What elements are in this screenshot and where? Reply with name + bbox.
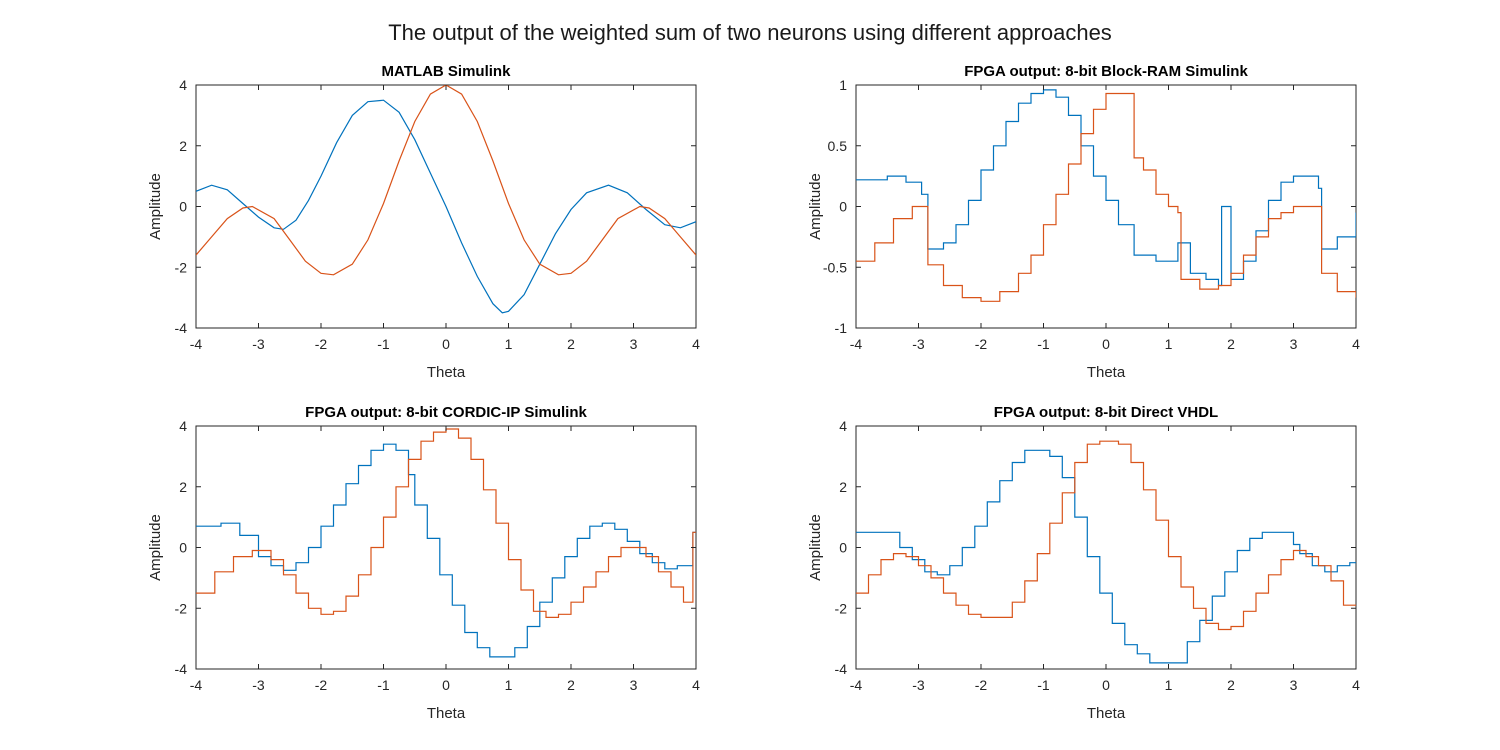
y-tick-label: 4 bbox=[179, 77, 187, 93]
series-1-line bbox=[196, 99, 696, 314]
axes-1: -4 -3 -2 -1 0 1 2 3 4 -4 -2 0 2 4 MATLAB Simulink Theta… bbox=[147, 63, 700, 381]
x-tick-label: 3 bbox=[1290, 677, 1298, 693]
x-tick-label: 0 bbox=[1102, 677, 1110, 693]
x-tick-label: -3 bbox=[252, 677, 265, 693]
y-tick-label: -0.5 bbox=[823, 259, 847, 275]
x-tick-label: 0 bbox=[442, 677, 450, 693]
y-tick-label: -1 bbox=[835, 320, 848, 336]
y-tick-label: -2 bbox=[175, 259, 188, 275]
x-tick-label: -3 bbox=[912, 336, 925, 352]
y-axis-label: Amplitude bbox=[147, 173, 164, 240]
x-tick-label: 2 bbox=[567, 336, 575, 352]
series-2-line bbox=[196, 428, 696, 618]
x-tick-label: 1 bbox=[505, 336, 513, 352]
x-tick-label: -4 bbox=[190, 677, 203, 693]
x-axis-label: Theta bbox=[1087, 705, 1126, 722]
y-tick-label: 2 bbox=[839, 479, 847, 495]
x-axis-label: Theta bbox=[1087, 364, 1126, 381]
x-tick-label: 1 bbox=[1165, 677, 1173, 693]
x-tick-label: 2 bbox=[567, 677, 575, 693]
y-tick-label: 4 bbox=[839, 418, 847, 434]
axes-title: FPGA output: 8-bit CORDIC-IP Simulink bbox=[305, 404, 587, 421]
y-tick-label: 2 bbox=[179, 138, 187, 154]
axes-title: MATLAB Simulink bbox=[382, 63, 512, 80]
y-tick-label: 2 bbox=[179, 479, 187, 495]
x-axis-label: Theta bbox=[427, 705, 466, 722]
x-tick-label: 3 bbox=[630, 677, 638, 693]
series-1-line bbox=[856, 89, 1356, 287]
x-tick-label: -2 bbox=[315, 677, 328, 693]
y-tick-label: -4 bbox=[835, 661, 848, 677]
x-tick-label: -1 bbox=[377, 336, 390, 352]
x-tick-label: 3 bbox=[1290, 336, 1298, 352]
x-tick-label: -1 bbox=[1037, 336, 1050, 352]
x-tick-label: -3 bbox=[912, 677, 925, 693]
x-tick-label: 4 bbox=[692, 677, 700, 693]
series-1-line bbox=[196, 443, 696, 658]
axes-title: FPGA output: 8-bit Block-RAM Simulink bbox=[964, 63, 1248, 80]
y-tick-label: 0 bbox=[839, 199, 847, 215]
x-tick-label: -1 bbox=[377, 677, 390, 693]
x-tick-label: 0 bbox=[442, 336, 450, 352]
x-tick-label: 4 bbox=[692, 336, 700, 352]
y-tick-label: -2 bbox=[175, 600, 188, 616]
x-tick-label: 2 bbox=[1227, 336, 1235, 352]
figure-title: The output of the weighted sum of two ne… bbox=[388, 20, 1112, 45]
y-tick-label: 0.5 bbox=[828, 138, 848, 154]
x-tick-label: -2 bbox=[975, 677, 988, 693]
plot-area bbox=[855, 425, 1357, 670]
x-tick-label: 0 bbox=[1102, 336, 1110, 352]
x-tick-label: -4 bbox=[190, 336, 203, 352]
y-axis-label: Amplitude bbox=[147, 514, 164, 581]
axes-3: -4 -3 -2 -1 0 1 2 3 4 -4 -2 0 2 4 FPGA output: 8-bit C… bbox=[147, 404, 700, 722]
y-tick-label: 1 bbox=[839, 77, 847, 93]
x-tick-label: 4 bbox=[1352, 336, 1360, 352]
x-axis-label: Theta bbox=[427, 364, 466, 381]
x-tick-label: -2 bbox=[315, 336, 328, 352]
x-tick-label: -1 bbox=[1037, 677, 1050, 693]
x-tick-label: -3 bbox=[252, 336, 265, 352]
x-tick-label: 4 bbox=[1352, 677, 1360, 693]
x-tick-label: -2 bbox=[975, 336, 988, 352]
axes-title: FPGA output: 8-bit Direct VHDL bbox=[994, 404, 1218, 421]
series-2-line bbox=[856, 92, 1356, 302]
y-tick-label: 0 bbox=[179, 199, 187, 215]
x-tick-label: 1 bbox=[1165, 336, 1173, 352]
y-tick-label: -4 bbox=[175, 661, 188, 677]
y-axis-label: Amplitude bbox=[807, 514, 824, 581]
plot-area bbox=[855, 84, 1357, 329]
axes-4: -4 -3 -2 -1 0 1 2 3 4 -4 -2 0 2 4 FPGA output: 8-bit D… bbox=[807, 404, 1360, 722]
series-2-line bbox=[196, 85, 696, 276]
x-tick-label: -4 bbox=[850, 677, 863, 693]
y-tick-label: -2 bbox=[835, 600, 848, 616]
series-2-line bbox=[856, 440, 1356, 631]
y-tick-label: 4 bbox=[179, 418, 187, 434]
axes-container: -4 -3 -2 -1 0 1 2 3 4 -4 -2 0 2 4 MATLAB Simulink Theta… bbox=[147, 63, 1360, 722]
y-tick-label: -4 bbox=[175, 320, 188, 336]
x-tick-label: -4 bbox=[850, 336, 863, 352]
x-tick-label: 3 bbox=[630, 336, 638, 352]
x-tick-label: 1 bbox=[505, 677, 513, 693]
y-axis-label: Amplitude bbox=[807, 173, 824, 240]
y-tick-label: 0 bbox=[179, 540, 187, 556]
x-tick-label: 2 bbox=[1227, 677, 1235, 693]
plot-area bbox=[195, 425, 697, 670]
axes-2: -4 -3 -2 -1 0 1 2 3 4 -1 -0.5 0 0.5 1 FPGA output: 8-b… bbox=[807, 63, 1360, 381]
y-tick-label: 0 bbox=[839, 540, 847, 556]
series-1-line bbox=[856, 449, 1356, 664]
